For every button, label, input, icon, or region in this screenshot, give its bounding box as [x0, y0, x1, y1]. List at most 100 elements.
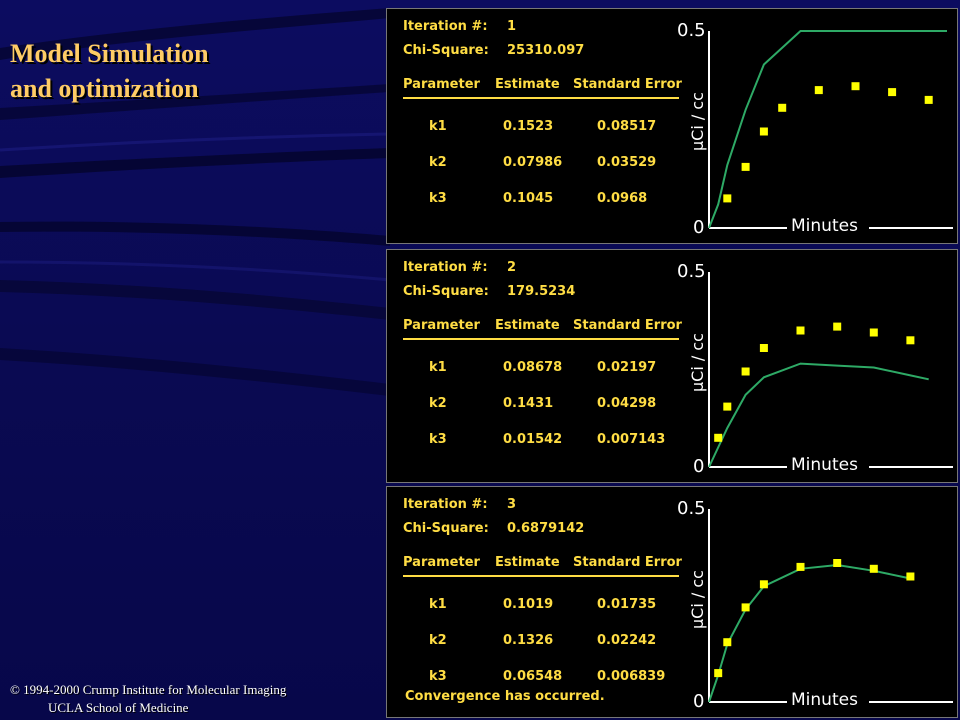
parameter-std-error: 0.006839 — [597, 669, 666, 684]
data-point — [759, 580, 768, 589]
parameter-name: k3 — [429, 432, 447, 447]
y-axis-label: µCi / cc — [688, 570, 707, 629]
parameter-std-error: 0.0968 — [597, 191, 648, 206]
column-header: Parameter — [403, 555, 480, 570]
chart-1 — [708, 30, 953, 229]
fit-curve — [708, 362, 929, 468]
data-point — [714, 669, 723, 678]
y-tick-min: 0 — [693, 691, 705, 712]
iteration-label: Iteration #: — [403, 260, 488, 275]
parameter-estimate: 0.07986 — [503, 155, 563, 170]
y-tick-min: 0 — [693, 456, 705, 477]
parameter-estimate: 0.1019 — [503, 597, 554, 612]
data-point — [723, 402, 732, 411]
iteration-panel-3: Iteration #: 3 Chi-Square: 0.6879142 Paramet… — [386, 486, 958, 718]
parameter-name: k2 — [429, 396, 447, 411]
x-axis-label: Minutes — [791, 216, 858, 236]
fit-curve — [708, 30, 947, 229]
column-header: Estimate — [495, 77, 560, 92]
data-point — [869, 564, 878, 573]
data-point — [796, 562, 805, 571]
data-point — [924, 95, 933, 104]
data-point — [741, 367, 750, 376]
data-point — [759, 127, 768, 136]
iteration-panel-1: Iteration #: 1 Chi-Square: 25310.097 Paramet… — [386, 8, 958, 244]
column-header: Parameter — [403, 77, 480, 92]
x-axis-label: Minutes — [791, 690, 858, 710]
header-divider — [403, 338, 679, 340]
data-point — [741, 162, 750, 171]
parameter-estimate: 0.1523 — [503, 119, 554, 134]
credit-line1: © 1994-2000 Crump Institute for Molecula… — [10, 682, 287, 697]
parameter-std-error: 0.007143 — [597, 432, 666, 447]
chi-square-label: Chi-Square: — [403, 284, 489, 299]
parameter-std-error: 0.02242 — [597, 633, 657, 648]
slide-title-line2: and optimization — [10, 74, 199, 103]
parameter-name: k1 — [429, 360, 447, 375]
slide-title-line1: Model Simulation — [10, 39, 209, 68]
parameter-estimate: 0.08678 — [503, 360, 563, 375]
chi-square-label: Chi-Square: — [403, 43, 489, 58]
column-header: Standard Error — [573, 555, 682, 570]
credit-line2: UCLA School of Medicine — [48, 700, 189, 715]
iteration-value: 2 — [507, 260, 517, 275]
y-tick-max: 0.5 — [677, 498, 706, 519]
column-header: Estimate — [495, 555, 560, 570]
parameter-std-error: 0.03529 — [597, 155, 657, 170]
parameter-estimate: 0.01542 — [503, 432, 563, 447]
data-point — [906, 336, 915, 345]
parameter-name: k1 — [429, 597, 447, 612]
iteration-label: Iteration #: — [403, 497, 488, 512]
iteration-panel-2: Iteration #: 2 Chi-Square: 179.5234 Paramete… — [386, 249, 958, 483]
parameter-estimate: 0.06548 — [503, 669, 563, 684]
chi-square-value: 179.5234 — [507, 284, 576, 299]
parameter-std-error: 0.02197 — [597, 360, 657, 375]
column-header: Standard Error — [573, 318, 682, 333]
parameter-std-error: 0.01735 — [597, 597, 657, 612]
parameter-estimate: 0.1431 — [503, 396, 554, 411]
column-header: Standard Error — [573, 77, 682, 92]
data-point — [723, 638, 732, 647]
parameter-name: k2 — [429, 633, 447, 648]
y-axis-label: µCi / cc — [688, 333, 707, 392]
data-point — [833, 322, 842, 331]
chart-3 — [708, 509, 953, 703]
column-header: Parameter — [403, 318, 480, 333]
data-point — [906, 572, 915, 581]
y-tick-max: 0.5 — [677, 20, 706, 41]
fit-curve — [708, 563, 911, 703]
header-divider — [403, 97, 679, 99]
parameter-name: k3 — [429, 669, 447, 684]
chi-square-value: 0.6879142 — [507, 521, 585, 536]
data-point — [814, 86, 823, 95]
chi-square-value: 25310.097 — [507, 43, 585, 58]
data-point — [796, 326, 805, 335]
slide-title: Model Simulation and optimization — [10, 36, 209, 106]
data-point — [714, 433, 723, 442]
data-point — [888, 88, 897, 97]
y-axis-label: µCi / cc — [688, 92, 707, 151]
parameter-name: k2 — [429, 155, 447, 170]
chi-square-label: Chi-Square: — [403, 521, 489, 536]
data-point — [851, 82, 860, 91]
parameter-name: k1 — [429, 119, 447, 134]
x-axis-label: Minutes — [791, 455, 858, 475]
iteration-value: 1 — [507, 19, 517, 34]
data-point — [778, 103, 787, 112]
parameter-estimate: 0.1045 — [503, 191, 554, 206]
data-point — [741, 603, 750, 612]
data-point — [833, 559, 842, 567]
parameter-name: k3 — [429, 191, 447, 206]
chart-2 — [708, 272, 953, 468]
data-point — [723, 194, 732, 203]
slide-credit: © 1994-2000 Crump Institute for Molecula… — [10, 681, 286, 717]
y-tick-min: 0 — [693, 217, 705, 238]
parameter-std-error: 0.08517 — [597, 119, 657, 134]
parameter-estimate: 0.1326 — [503, 633, 554, 648]
convergence-note: Convergence has occurred. — [405, 689, 605, 704]
iteration-label: Iteration #: — [403, 19, 488, 34]
data-point — [759, 344, 768, 352]
iteration-value: 3 — [507, 497, 517, 512]
y-tick-max: 0.5 — [677, 261, 706, 282]
header-divider — [403, 575, 679, 577]
